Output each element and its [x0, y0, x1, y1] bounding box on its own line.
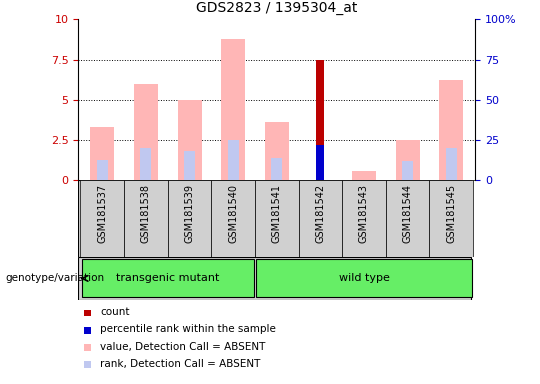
Bar: [402, 161, 413, 180]
Bar: [80, 180, 124, 257]
Text: GSM181541: GSM181541: [272, 184, 282, 243]
Bar: [256, 260, 472, 297]
Bar: [396, 140, 420, 180]
Text: GSM181542: GSM181542: [315, 184, 326, 243]
Text: wild type: wild type: [339, 273, 389, 283]
Bar: [446, 148, 457, 180]
Bar: [255, 180, 299, 257]
Bar: [124, 180, 168, 257]
Text: GSM181545: GSM181545: [446, 184, 456, 243]
Text: GSM181544: GSM181544: [403, 184, 413, 243]
Bar: [82, 260, 254, 297]
Bar: [228, 140, 239, 180]
Bar: [299, 180, 342, 257]
Text: GSM181538: GSM181538: [141, 184, 151, 243]
Bar: [265, 122, 289, 180]
Text: transgenic mutant: transgenic mutant: [116, 273, 219, 283]
Text: count: count: [100, 307, 130, 317]
Bar: [316, 60, 325, 180]
Text: GSM181543: GSM181543: [359, 184, 369, 243]
Text: genotype/variation: genotype/variation: [5, 273, 105, 283]
Bar: [211, 180, 255, 257]
Text: GSM181540: GSM181540: [228, 184, 238, 243]
Bar: [140, 148, 151, 180]
Text: GSM181539: GSM181539: [185, 184, 194, 243]
Bar: [271, 158, 282, 180]
Bar: [439, 81, 463, 180]
Text: rank, Detection Call = ABSENT: rank, Detection Call = ABSENT: [100, 359, 260, 369]
Bar: [178, 100, 201, 180]
Bar: [342, 180, 386, 257]
Bar: [97, 159, 108, 180]
Bar: [352, 171, 376, 180]
Bar: [184, 151, 195, 180]
Bar: [221, 38, 245, 180]
Bar: [90, 127, 114, 180]
Bar: [316, 145, 325, 180]
Bar: [134, 84, 158, 180]
Text: percentile rank within the sample: percentile rank within the sample: [100, 324, 276, 334]
Text: value, Detection Call = ABSENT: value, Detection Call = ABSENT: [100, 342, 265, 352]
Bar: [168, 180, 211, 257]
Bar: [429, 180, 473, 257]
Text: GSM181537: GSM181537: [97, 184, 107, 243]
Title: GDS2823 / 1395304_at: GDS2823 / 1395304_at: [196, 2, 357, 15]
Bar: [386, 180, 429, 257]
